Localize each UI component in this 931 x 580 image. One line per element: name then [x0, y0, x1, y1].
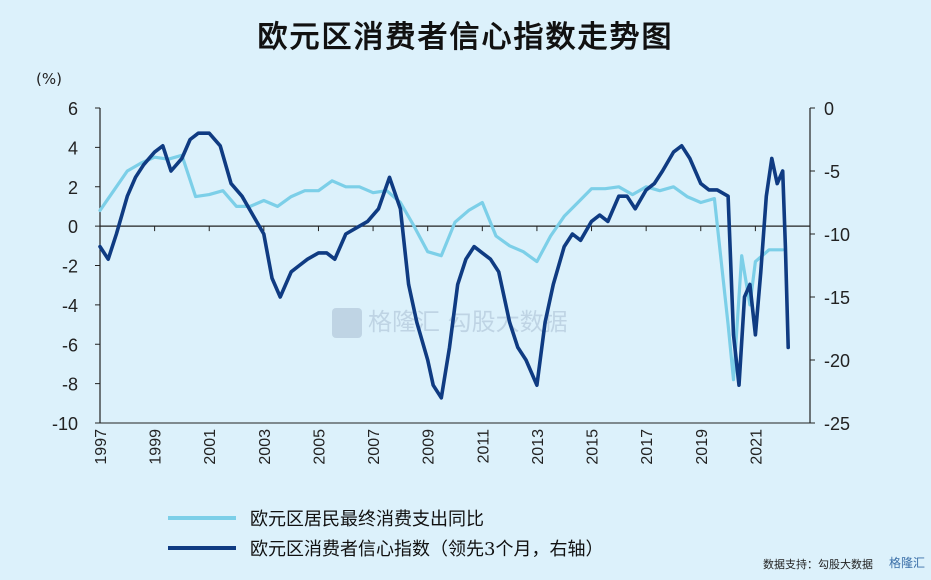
- legend: 欧元区居民最终消费支出同比 欧元区消费者信心指数（领先3个月，右轴）: [168, 503, 603, 563]
- legend-item-consumption: 欧元区居民最终消费支出同比: [168, 503, 603, 533]
- x-tick-label: 2021: [748, 429, 765, 465]
- x-tick-label: 2011: [475, 429, 492, 464]
- right-tick-label: 0: [824, 99, 834, 119]
- left-tick-label: -8: [62, 375, 78, 395]
- x-tick-label: 1999: [148, 429, 165, 465]
- x-tick-label: 2013: [530, 429, 547, 465]
- left-tick-label: 0: [68, 217, 78, 237]
- series-group: [98, 131, 791, 400]
- corner-logo: 格隆汇: [888, 556, 925, 570]
- x-tick-label: 2009: [421, 429, 438, 465]
- x-tick-label: 2007: [366, 429, 383, 465]
- series-confidence-line: [98, 131, 791, 400]
- x-tick-label: 2003: [257, 429, 274, 465]
- left-tick-label: 6: [68, 99, 78, 119]
- series-consumption-line: [98, 153, 785, 382]
- right-tick-label: -5: [824, 162, 840, 182]
- line-chart: 6 4 2 0 -2 -4 -6 -8 -10 0 -5 -10 -15 -20 -25 1997 1999 20…: [52, 99, 850, 465]
- left-axis-unit: (%): [36, 70, 62, 88]
- right-tick-label: -20: [824, 351, 850, 371]
- x-tick-label: 2017: [639, 429, 656, 465]
- x-tick-label: 2001: [202, 429, 219, 465]
- chart-title: 欧元区消费者信心指数走势图: [257, 20, 674, 55]
- x-tick-label: 1997: [93, 429, 110, 465]
- left-tick-label: 2: [68, 178, 78, 198]
- left-tick-label: -2: [62, 257, 78, 277]
- legend-item-confidence: 欧元区消费者信心指数（领先3个月，右轴）: [168, 533, 603, 563]
- left-tick-label: -6: [62, 335, 78, 355]
- tick-labels-group: 6 4 2 0 -2 -4 -6 -8 -10 0 -5 -10 -15 -20 -25 1997 1999 20…: [52, 99, 850, 465]
- legend-label-consumption: 欧元区居民最终消费支出同比: [250, 509, 484, 530]
- x-tick-label: 2019: [694, 429, 711, 465]
- left-tick-label: -10: [52, 414, 78, 434]
- x-tick-label: 2015: [585, 429, 602, 465]
- right-tick-label: -15: [824, 288, 850, 308]
- watermark: 格隆汇 勾股大数据: [332, 302, 568, 338]
- watermark-logo-icon: [332, 308, 362, 338]
- left-tick-label: -4: [62, 296, 78, 316]
- watermark-text: 格隆汇 勾股大数据: [368, 308, 568, 336]
- legend-swatch-confidence: [168, 546, 236, 550]
- data-source: 数据支持：勾股大数据: [763, 558, 873, 571]
- left-tick-label: 4: [68, 138, 78, 158]
- right-tick-label: -25: [824, 414, 850, 434]
- axes-group: [95, 107, 815, 424]
- legend-label-confidence: 欧元区消费者信心指数（领先3个月，右轴）: [250, 539, 604, 560]
- legend-swatch-consumption: [168, 516, 236, 520]
- right-tick-label: -10: [824, 225, 850, 245]
- x-tick-label: 2005: [311, 429, 328, 465]
